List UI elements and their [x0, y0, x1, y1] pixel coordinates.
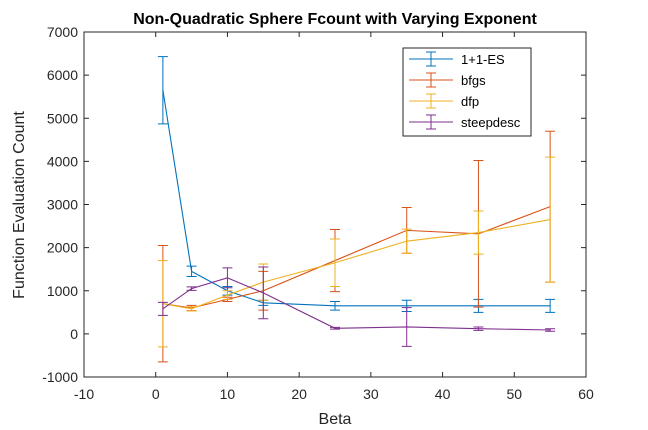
x-tick-label: 30	[363, 386, 379, 402]
legend-errorbar-icon	[426, 72, 436, 88]
legend-entry: bfgs	[409, 72, 486, 88]
x-tick-label: 50	[506, 386, 522, 402]
legend: 1+1-ES bfgs dfp steepdesc	[402, 47, 532, 137]
axis-ticks: -10 0 10 20 30 40 50 60 -1000 0 1000 2000 3000 4000 50…	[42, 24, 594, 402]
x-tick-label: -10	[74, 386, 94, 402]
legend-box	[402, 47, 532, 137]
series-line-steepdesc	[162, 277, 551, 331]
legend-errorbar-icon	[426, 114, 436, 130]
y-tick-label: 1000	[47, 283, 78, 299]
y-tick-label: 4000	[47, 153, 78, 169]
y-axis-label: Function Evaluation Count	[11, 111, 28, 299]
series-line-dfp	[162, 219, 551, 310]
legend-label: dfp	[461, 94, 479, 109]
y-tick-label: 2000	[47, 240, 78, 256]
x-tick-label: 40	[435, 386, 451, 402]
x-tick-label: 60	[578, 386, 594, 402]
x-axis-label: Beta	[319, 411, 352, 428]
y-tick-label: 6000	[47, 67, 78, 83]
y-tick-label: 5000	[47, 110, 78, 126]
y-tick-label: 3000	[47, 197, 78, 213]
series-line-1+1-ES	[162, 90, 551, 307]
y-tick-label: -1000	[42, 369, 78, 385]
legend-entry: steepdesc	[409, 114, 521, 130]
legend-label: bfgs	[461, 73, 486, 88]
legend-entry: 1+1-ES	[409, 51, 505, 67]
x-tick-label: 0	[152, 386, 160, 402]
y-tick-label: 0	[70, 326, 78, 342]
legend-label: 1+1-ES	[461, 52, 505, 67]
series-steepdesc	[157, 266, 556, 347]
plot-marks	[157, 56, 556, 363]
legend-errorbar-icon	[426, 51, 436, 67]
chart-title: Non-Quadratic Sphere Fcount with Varying…	[133, 11, 537, 28]
legend-label: steepdesc	[461, 115, 521, 130]
legend-entry: dfp	[409, 93, 479, 109]
legend-errorbar-icon	[426, 93, 436, 109]
x-tick-label: 20	[291, 386, 307, 402]
y-tick-label: 7000	[47, 24, 78, 40]
x-tick-label: 10	[220, 386, 236, 402]
